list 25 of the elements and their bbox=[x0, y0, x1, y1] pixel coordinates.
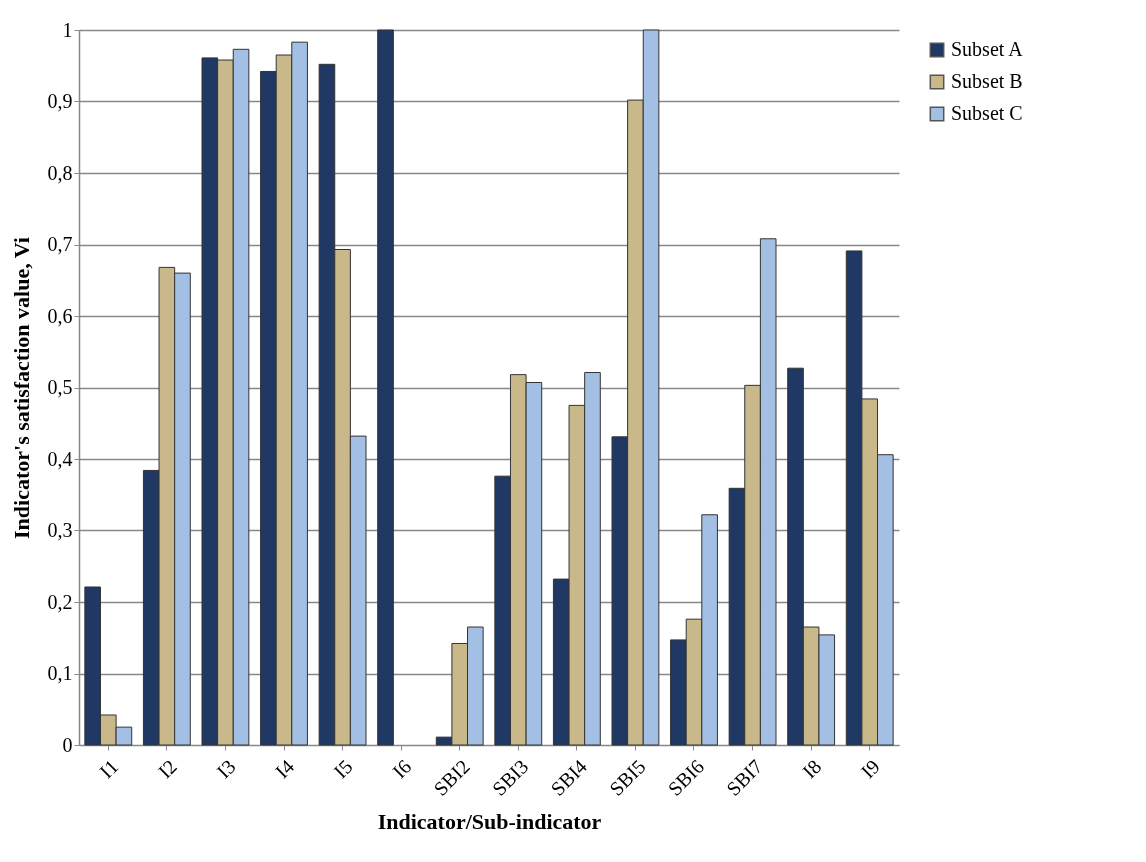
x-tick-label: I6 bbox=[387, 755, 416, 783]
y-tick-label: 0,5 bbox=[47, 376, 73, 398]
y-tick-label: 0,1 bbox=[47, 662, 73, 684]
x-tick-label: I5 bbox=[329, 755, 357, 783]
y-tick-label: 0,3 bbox=[47, 519, 73, 541]
y-tick-label: 0,8 bbox=[47, 161, 73, 184]
y-axis-title: Indicator's satisfaction value, Vi bbox=[8, 237, 34, 539]
x-tick-label: I9 bbox=[856, 755, 884, 783]
bar bbox=[377, 29, 394, 746]
y-tick-label: 0,2 bbox=[47, 590, 73, 613]
y-tick-label: 0,4 bbox=[47, 447, 73, 470]
y-tick-label: 0,9 bbox=[47, 90, 73, 112]
y-tick-label: 0 bbox=[62, 733, 73, 756]
x-axis-title: Indicator/Sub-indicator bbox=[377, 808, 602, 834]
x-tick-label: I4 bbox=[270, 755, 299, 783]
legend-label: Subset C bbox=[951, 102, 1023, 124]
x-tick-label: I1 bbox=[95, 755, 123, 783]
x-tick-label: I2 bbox=[153, 755, 181, 783]
y-tick-label: 0,6 bbox=[47, 304, 73, 327]
legend-label: Subset A bbox=[951, 38, 1024, 60]
y-tick-label: 1 bbox=[62, 18, 73, 41]
x-tick-label: I3 bbox=[212, 755, 240, 783]
x-tick-label: I8 bbox=[797, 755, 826, 783]
y-tick-label: 0,7 bbox=[47, 233, 73, 255]
legend-label: Subset B bbox=[951, 70, 1023, 92]
